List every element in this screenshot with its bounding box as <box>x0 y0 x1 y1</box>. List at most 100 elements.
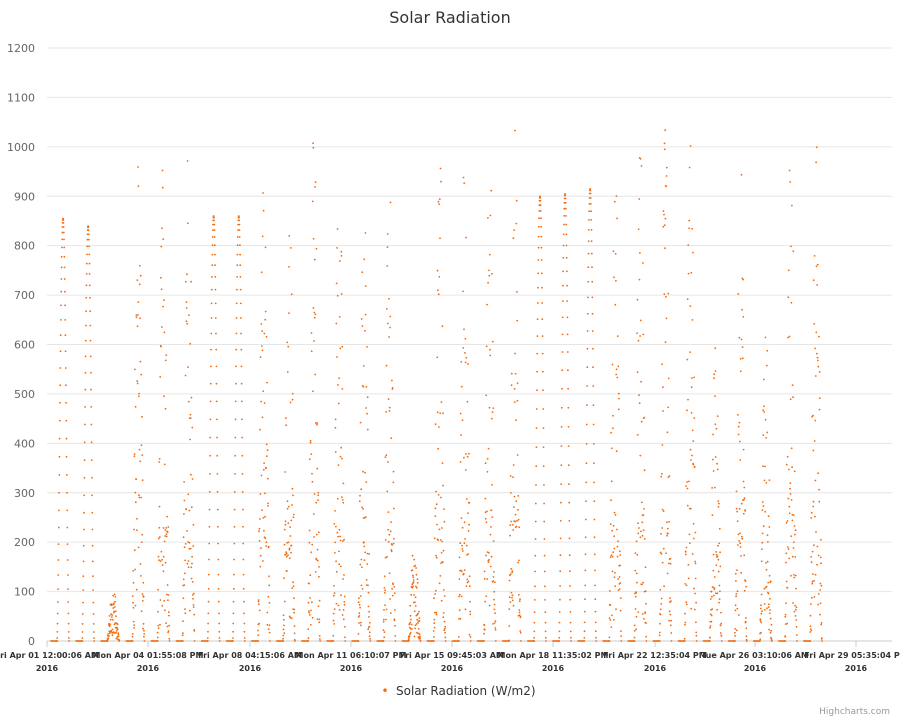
data-point <box>362 508 364 510</box>
data-point <box>633 636 636 639</box>
data-point <box>719 624 722 627</box>
data-point <box>790 245 792 248</box>
data-point <box>387 511 390 513</box>
data-point <box>132 570 135 572</box>
data-point <box>462 176 465 179</box>
data-point <box>316 467 319 470</box>
data-point <box>159 536 161 538</box>
data-point <box>771 640 773 642</box>
data-point <box>792 547 795 549</box>
data-point <box>240 348 243 351</box>
data-point <box>92 631 95 633</box>
data-point <box>287 554 289 556</box>
data-point <box>788 468 790 471</box>
data-point <box>217 542 220 545</box>
credits[interactable]: Highcharts.com <box>819 707 890 717</box>
data-point <box>439 237 441 240</box>
data-point <box>458 593 461 596</box>
data-point <box>339 455 342 458</box>
data-point <box>441 540 443 543</box>
data-point <box>437 293 440 296</box>
legend[interactable]: • Solar Radiation (W/m2) <box>381 684 535 698</box>
data-point <box>793 610 796 613</box>
data-point <box>633 630 636 632</box>
data-point <box>464 337 467 340</box>
legend-label[interactable]: Solar Radiation (W/m2) <box>396 684 536 698</box>
data-point <box>243 622 246 625</box>
data-point <box>61 226 64 228</box>
data-point <box>519 598 521 601</box>
data-point <box>184 543 187 545</box>
data-point <box>217 525 219 528</box>
data-point <box>812 449 815 452</box>
data-point <box>392 507 395 510</box>
data-point <box>762 378 765 381</box>
data-point <box>58 474 61 476</box>
data-point <box>785 463 788 466</box>
data-point <box>565 233 568 236</box>
data-point <box>91 511 94 514</box>
data-point <box>437 200 440 203</box>
data-point <box>734 609 737 612</box>
data-point <box>336 531 339 534</box>
data-point <box>238 216 240 219</box>
data-point <box>814 347 816 350</box>
data-point <box>768 526 771 528</box>
data-point <box>710 620 713 623</box>
data-point <box>234 436 237 439</box>
data-point <box>134 501 137 504</box>
data-point <box>611 570 614 573</box>
data-point <box>595 636 597 639</box>
data-point <box>168 637 171 640</box>
data-point <box>283 528 286 531</box>
data-point <box>493 598 495 601</box>
data-point <box>165 533 168 535</box>
data-point <box>135 588 138 591</box>
data-point <box>536 370 538 373</box>
data-point <box>134 368 136 371</box>
data-point <box>67 622 70 625</box>
data-point <box>335 602 338 605</box>
data-point <box>765 585 768 588</box>
data-point <box>412 579 415 581</box>
data-point <box>589 188 592 190</box>
data-point <box>491 411 494 413</box>
data-point <box>534 538 537 540</box>
data-point <box>558 611 561 613</box>
data-point <box>266 449 269 452</box>
data-point <box>670 632 673 634</box>
data-point <box>60 278 63 280</box>
data-point <box>514 352 516 355</box>
data-point <box>444 625 447 628</box>
data-point <box>163 600 166 602</box>
data-point <box>164 359 167 362</box>
data-point <box>433 618 436 621</box>
data-point <box>508 625 511 627</box>
data-point <box>769 609 771 611</box>
data-point <box>784 613 787 616</box>
data-point <box>343 600 346 603</box>
data-point <box>263 462 265 465</box>
data-point <box>463 521 466 524</box>
data-point <box>544 630 547 633</box>
data-point <box>594 584 596 587</box>
data-point <box>809 614 812 617</box>
data-point <box>710 590 713 593</box>
data-point <box>468 575 471 578</box>
data-point <box>810 603 812 605</box>
data-point <box>218 640 221 642</box>
data-point <box>287 541 290 544</box>
data-point <box>694 592 696 595</box>
data-point <box>287 522 290 525</box>
data-point <box>263 402 266 404</box>
data-point <box>540 235 543 238</box>
data-point <box>594 630 597 633</box>
data-point <box>813 440 816 442</box>
data-point <box>188 314 190 316</box>
data-point <box>341 499 344 501</box>
data-point <box>659 622 661 625</box>
data-point <box>135 314 138 316</box>
data-point <box>544 621 547 624</box>
data-point <box>685 601 688 603</box>
data-point <box>212 229 214 232</box>
